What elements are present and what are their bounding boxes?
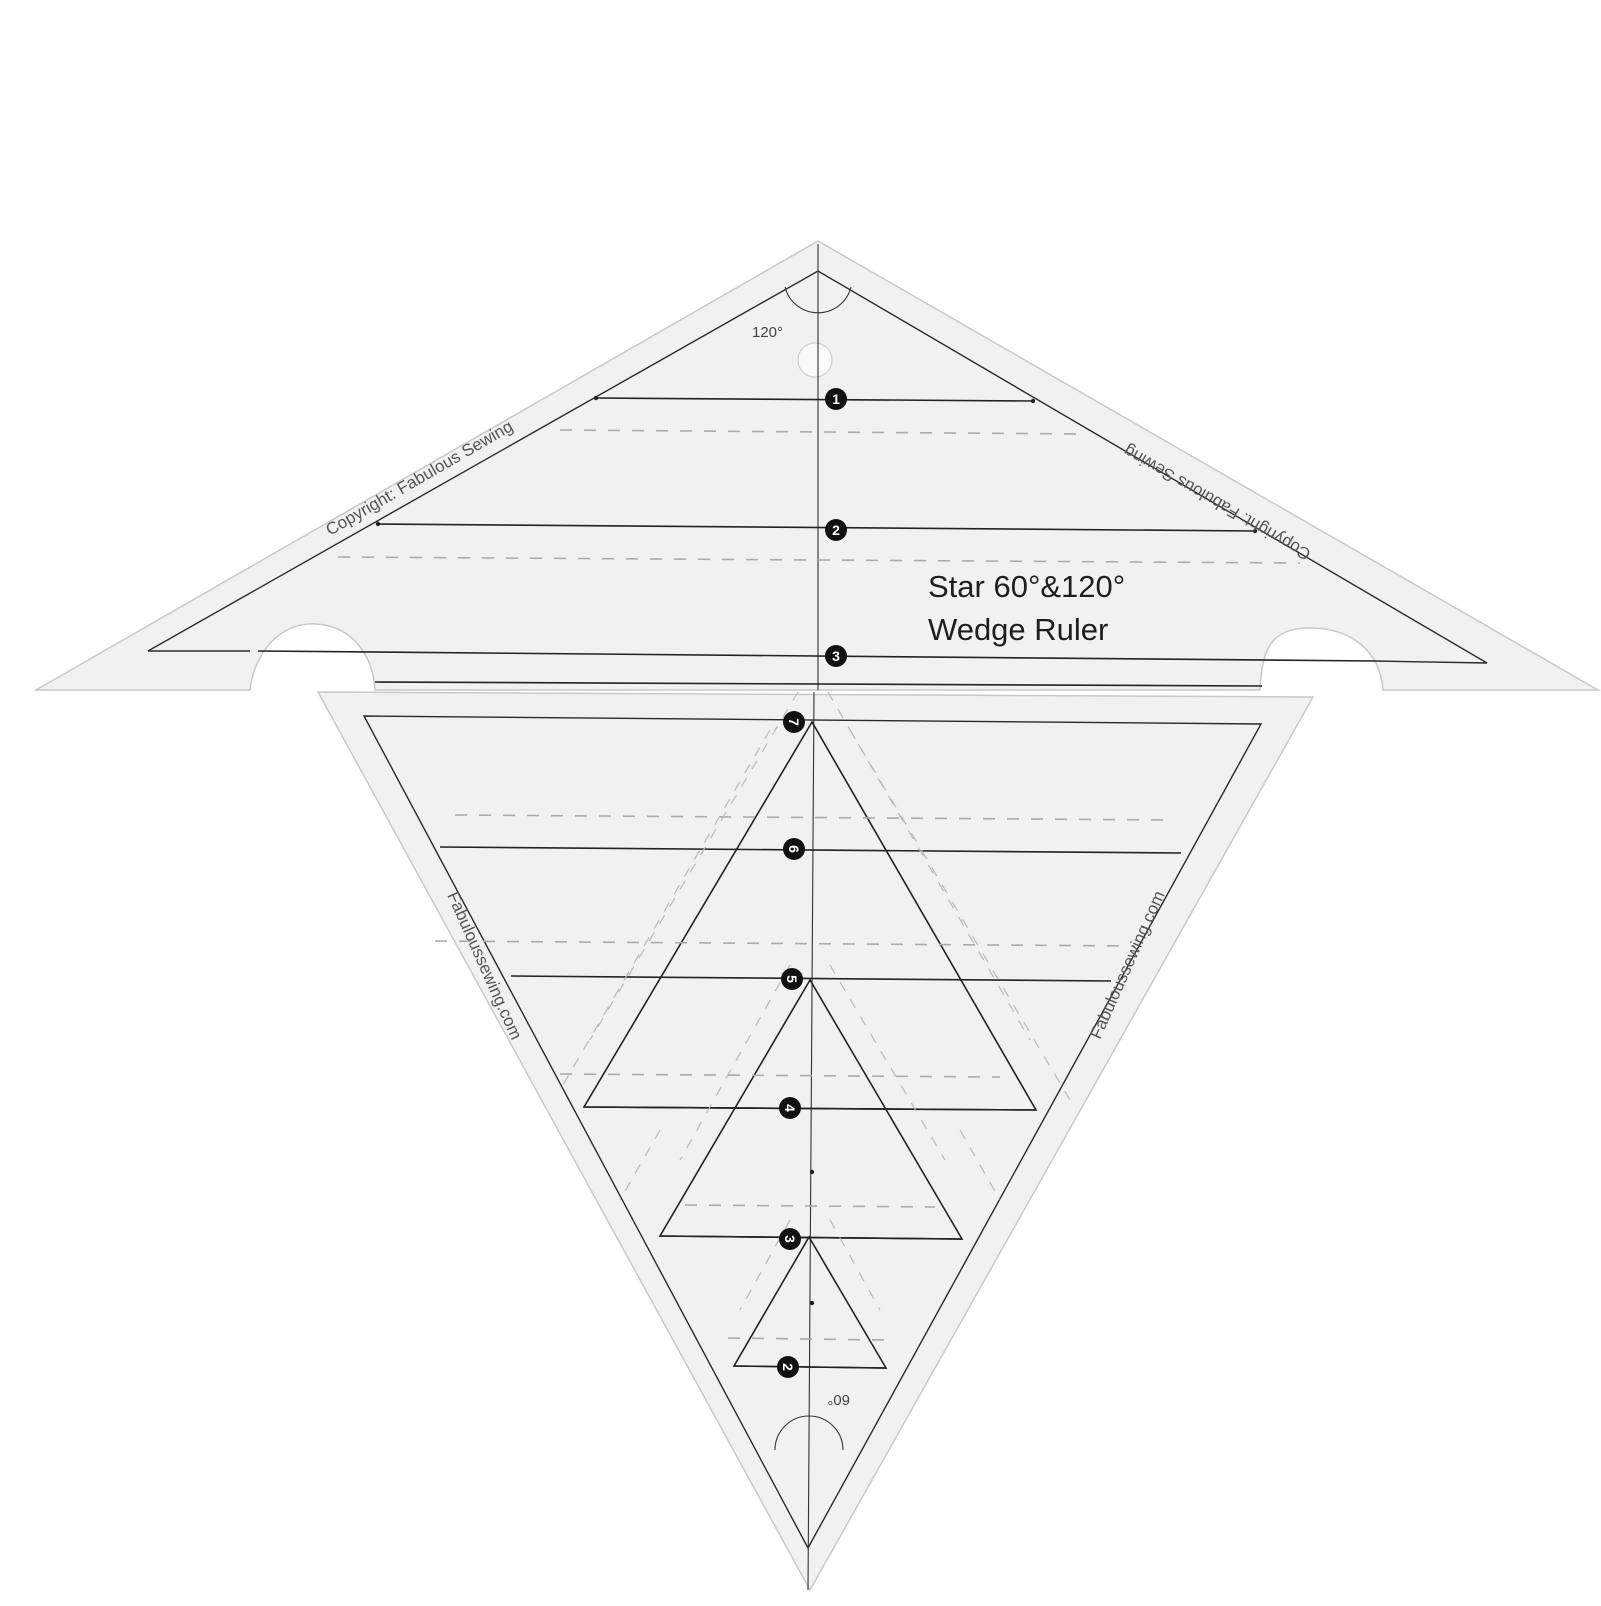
top-line-2: [377, 523, 1256, 532]
dash-diagonal: [679, 964, 791, 1161]
nested-triangle-medium: [658, 978, 964, 1240]
top-line-1: [595, 397, 1034, 402]
bottom-wedge-ruler: 60° 7: [316, 691, 1315, 1592]
tick-dot: [1030, 398, 1036, 404]
bottom-line-3: [510, 975, 1112, 982]
tick-dot: [375, 521, 381, 527]
svg-text:7: 7: [786, 718, 802, 726]
tick-dot: [1252, 528, 1258, 534]
svg-text:3: 3: [782, 1235, 798, 1243]
bottom-dash-3: [559, 1073, 1001, 1078]
svg-text:2: 2: [780, 1363, 796, 1371]
top-marker-3: 3: [825, 645, 847, 667]
top-inner-base-right: [1374, 660, 1488, 664]
dash-diagonal: [959, 1129, 1001, 1201]
tick-dot: [593, 395, 599, 401]
nested-triangle-large: [582, 720, 1038, 1111]
top-marker-1: 1: [825, 388, 847, 410]
bottom-dash-4: [684, 1204, 936, 1208]
dash-diagonal: [589, 691, 799, 1041]
top-wedge-ruler: 120° 1 2 3 Copyright: Fabu: [33, 240, 1601, 691]
bottom-wedge-inner: [362, 715, 1263, 1550]
bottom-marker-4: 4: [779, 1097, 801, 1119]
dash-diagonal: [619, 1129, 661, 1201]
top-marker-2: 2: [825, 519, 847, 541]
tick-dot: [809, 1300, 815, 1306]
dash-diagonal: [739, 1219, 791, 1311]
angle-120-label: 120°: [752, 324, 783, 341]
top-line-3: [257, 650, 1376, 662]
tick-dot: [809, 1169, 815, 1175]
ruler-title-line2: Wedge Ruler: [928, 612, 1108, 647]
top-line-base: [374, 681, 1263, 687]
top-dash-1: [559, 429, 1086, 435]
bottom-wedge-body: [316, 691, 1315, 1592]
dash-diagonal: [829, 1219, 881, 1311]
bottom-marker-6: 6: [783, 838, 805, 860]
ruler-title-line1: Star 60°&120°: [928, 569, 1125, 604]
nested-triangle-small: [732, 1235, 888, 1369]
bottom-dash-2: [434, 940, 1136, 947]
svg-text:1: 1: [832, 391, 840, 407]
svg-text:4: 4: [782, 1104, 798, 1112]
top-wedge-body: [33, 240, 1601, 691]
svg-text:2: 2: [832, 522, 840, 538]
bottom-marker-5: 5: [781, 968, 803, 990]
hanging-hole: [797, 342, 833, 378]
svg-text:6: 6: [786, 845, 802, 853]
bottom-center-line: [807, 691, 815, 1591]
angle-60-label: 60°: [827, 1391, 850, 1408]
svg-text:5: 5: [784, 975, 800, 983]
bottom-marker-7: 7: [783, 711, 805, 733]
bottom-dash-5: [727, 1337, 886, 1341]
top-dash-2: [337, 556, 1301, 564]
svg-text:3: 3: [832, 648, 840, 664]
dash-diagonal: [559, 729, 771, 1091]
bottom-line-2: [439, 846, 1182, 854]
bottom-marker-2: 2: [777, 1356, 799, 1378]
dash-diagonal: [829, 964, 946, 1161]
bottom-marker-3: 3: [779, 1228, 801, 1250]
